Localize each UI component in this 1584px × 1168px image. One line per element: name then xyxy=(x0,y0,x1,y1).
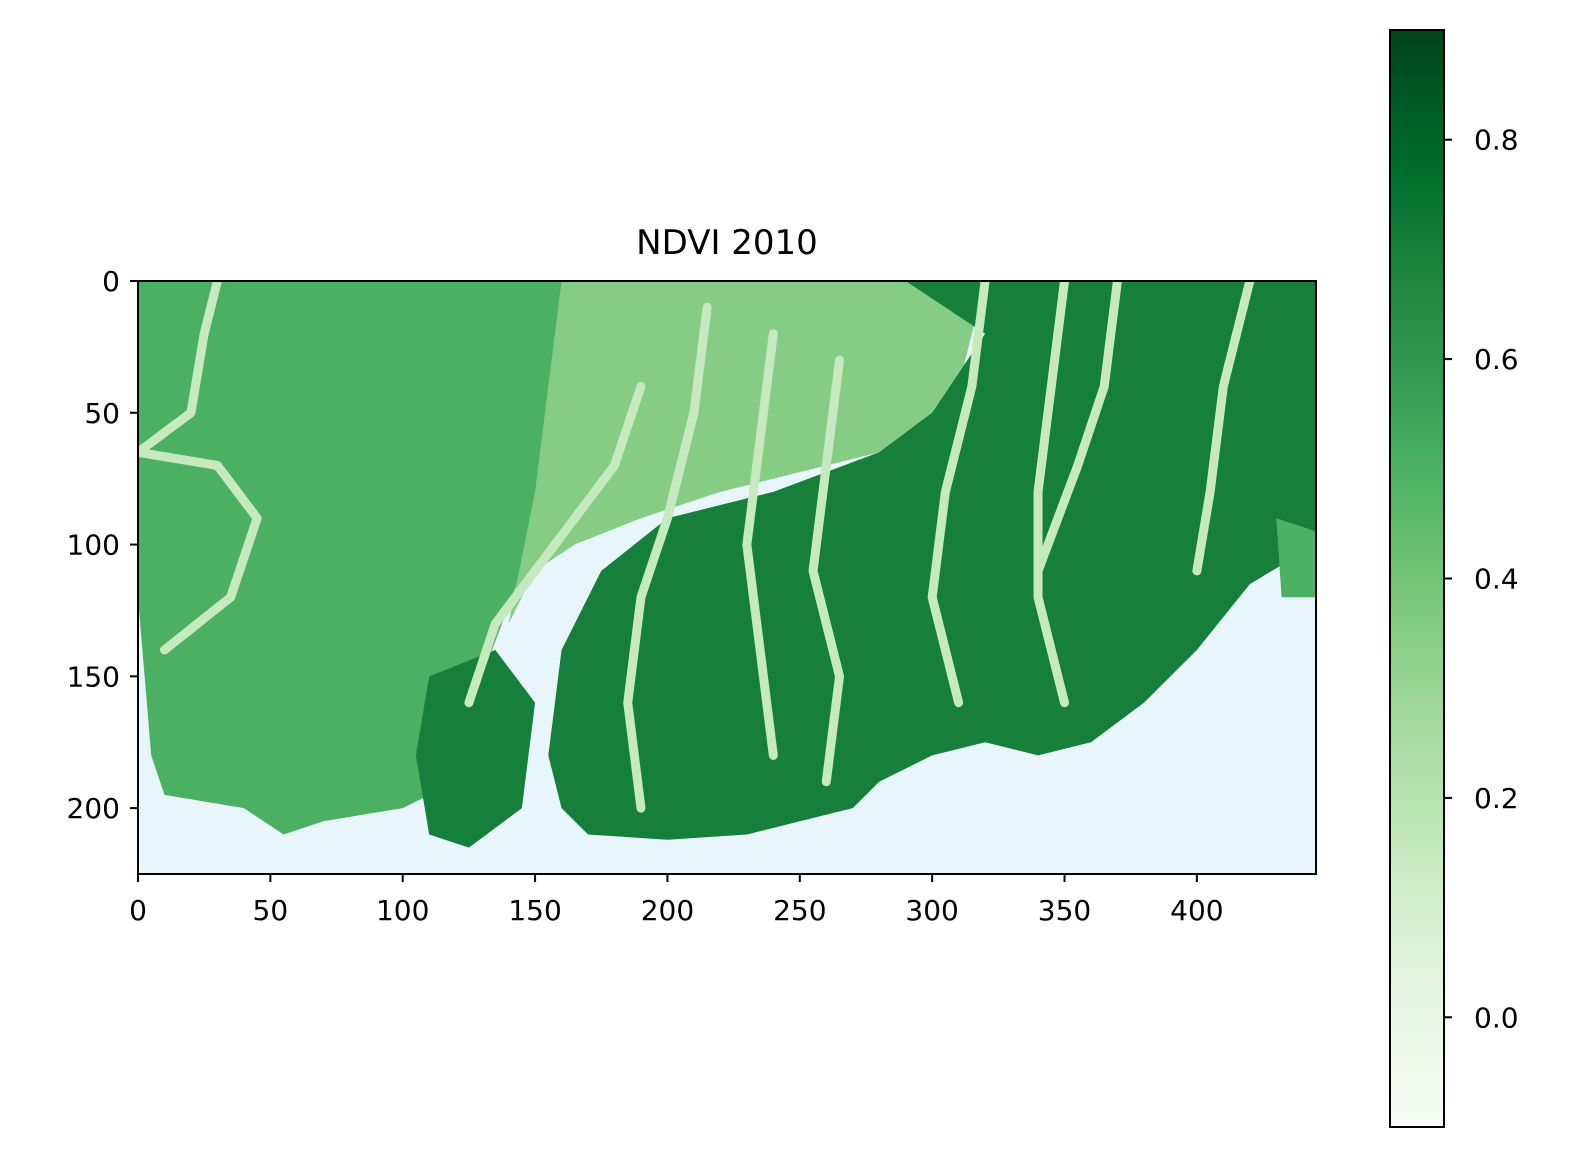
land-layer xyxy=(138,281,1316,848)
landmass-east-dense xyxy=(548,281,1316,840)
x-tick-label: 300 xyxy=(905,894,958,927)
plot-frame xyxy=(137,280,1317,875)
x-tick-label: 200 xyxy=(641,894,694,927)
tidal-channel xyxy=(742,329,778,760)
y-axis: 0 50 100 150 200 xyxy=(67,265,138,825)
tidal-channel xyxy=(808,355,845,787)
tidal-channel xyxy=(623,302,712,813)
x-axis: 0 50 100 150 200 250 300 350 400 xyxy=(129,874,1224,927)
tidal-channel xyxy=(927,281,990,708)
y-tick-label: 150 xyxy=(67,660,120,693)
colorbar-tick-label: 0.2 xyxy=(1474,782,1519,815)
colorbar-tick-label: 0.6 xyxy=(1474,343,1519,376)
tidal-channel xyxy=(138,281,222,457)
tidal-channel xyxy=(138,447,262,655)
colorbar-tick-label: 0.0 xyxy=(1474,1001,1519,1034)
landmass-northwest xyxy=(138,281,244,440)
tidal-channel xyxy=(1033,281,1122,576)
tidal-channel xyxy=(1192,281,1255,576)
landmass-north-pale xyxy=(508,281,986,624)
x-tick-label: 50 xyxy=(253,894,289,927)
tidal-channel xyxy=(464,381,646,708)
x-tick-label: 0 xyxy=(129,894,147,927)
x-tick-label: 250 xyxy=(773,894,826,927)
colorbar-axis: 0.0 0.2 0.4 0.6 0.8 xyxy=(1444,124,1519,1034)
tidal-channel xyxy=(1033,281,1070,708)
y-tick-label: 0 xyxy=(102,265,120,298)
colorbar xyxy=(1389,29,1445,1128)
x-tick-label: 400 xyxy=(1170,894,1223,927)
y-tick-label: 50 xyxy=(84,397,120,430)
channel-layer xyxy=(138,281,1255,813)
x-tick-label: 100 xyxy=(376,894,429,927)
chart-title: NDVI 2010 xyxy=(636,223,818,263)
island-east xyxy=(1276,518,1316,598)
y-tick-label: 100 xyxy=(67,529,120,562)
x-tick-label: 150 xyxy=(508,894,561,927)
colorbar-tick-label: 0.8 xyxy=(1474,124,1519,157)
y-tick-label: 200 xyxy=(67,792,120,825)
heatmap-image xyxy=(138,281,1316,874)
island-south xyxy=(415,649,536,848)
colorbar-tick-label: 0.4 xyxy=(1474,563,1519,596)
landmass-west xyxy=(138,281,602,835)
x-tick-label: 350 xyxy=(1038,894,1091,927)
